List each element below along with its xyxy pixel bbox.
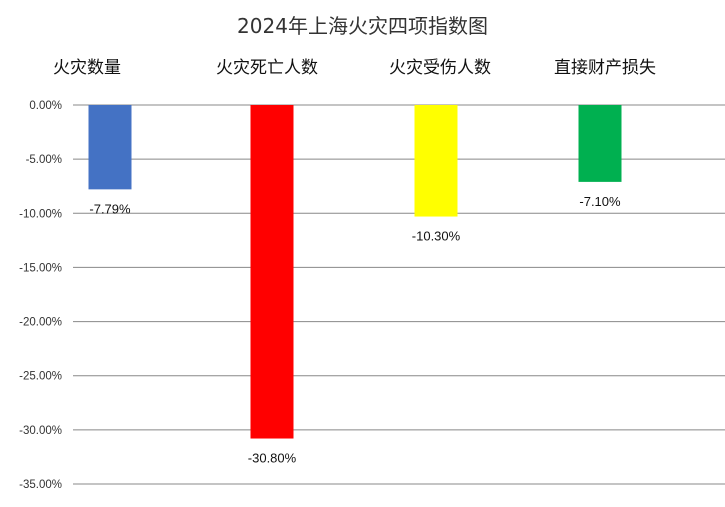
y-tick-label: -30.00% [19, 425, 62, 437]
y-tick-label: -5.00% [26, 154, 62, 166]
chart-title: 2024年上海火灾四项指数图 [237, 14, 488, 38]
data-label: -30.80% [248, 451, 297, 466]
y-tick-label: 0.00% [29, 100, 62, 112]
category-label-deaths: 火灾死亡人数 [216, 58, 318, 78]
data-label: -7.79% [89, 201, 131, 216]
category-label-fire-count: 火灾数量 [53, 58, 121, 78]
y-tick-label: -25.00% [19, 371, 62, 383]
bar [250, 105, 294, 439]
y-tick-label: -35.00% [19, 479, 62, 491]
bar [414, 105, 458, 217]
category-label-injuries: 火灾受伤人数 [389, 58, 491, 78]
data-label: -7.10% [579, 194, 621, 209]
y-tick-label: -10.00% [19, 208, 62, 220]
y-tick-label: -20.00% [19, 317, 62, 329]
bar [88, 105, 132, 190]
category-label-property-loss: 直接财产损失 [554, 58, 656, 78]
data-label: -10.30% [412, 229, 461, 244]
y-tick-label: -15.00% [19, 262, 62, 274]
bar [578, 105, 622, 182]
